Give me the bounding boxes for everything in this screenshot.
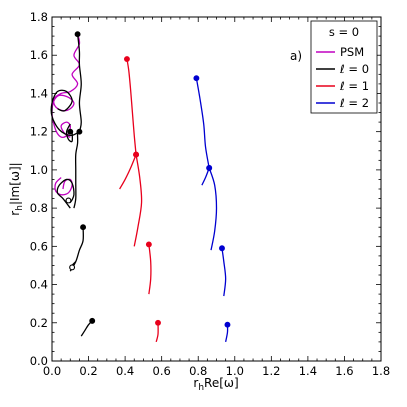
y-tick-label: 0.2 xyxy=(30,316,48,330)
x-tick-label: 0.8 xyxy=(189,364,207,378)
y-tick-labels: 0.0 0.2 0.4 0.6 0.8 1.0 1.2 1.4 1.6 1.8 xyxy=(30,10,48,368)
legend-entries: PSM ℓ = 0 ℓ = 1 ℓ = 2 xyxy=(316,45,369,110)
series-line xyxy=(56,178,75,209)
series-line xyxy=(221,248,227,297)
x-tick-label: 0.4 xyxy=(116,364,134,378)
legend-box xyxy=(310,20,378,114)
x-tick-label: 1.8 xyxy=(372,364,390,378)
legend-label: ℓ = 1 xyxy=(339,79,369,93)
series-line xyxy=(119,154,137,190)
data-point xyxy=(80,224,87,231)
y-tick-label: 0.0 xyxy=(30,354,48,368)
x-tick-label: 1.0 xyxy=(226,364,244,378)
y-axis-label: rh|Im[ω]| xyxy=(8,162,25,215)
x-tick-label: 0.6 xyxy=(153,364,171,378)
y-tick-label: 1.8 xyxy=(30,10,48,24)
x-axis-label: rhRe[ω] xyxy=(193,376,238,393)
y-axis-label-sub: h xyxy=(15,205,25,211)
y-tick-label: 1.2 xyxy=(30,125,48,139)
x-axis-label-post: Re[ω] xyxy=(204,376,239,390)
data-point xyxy=(74,31,81,38)
legend-label: ℓ = 2 xyxy=(339,96,369,110)
y-tick-label: 0.6 xyxy=(30,239,48,253)
y-tick-label: 0.4 xyxy=(30,278,48,292)
data-point xyxy=(206,165,213,171)
data-point xyxy=(145,241,152,248)
data-point xyxy=(133,151,140,158)
open-point xyxy=(65,197,72,204)
series-line xyxy=(208,167,218,251)
series-line xyxy=(126,58,137,155)
y-tick-label: 1.6 xyxy=(30,48,48,62)
x-tick-labels: 0.0 0.2 0.4 0.6 0.8 1.0 1.2 1.4 1.6 1.8 xyxy=(43,364,390,378)
x-tick-label: 1.4 xyxy=(299,364,317,378)
y-axis-label-pre: r xyxy=(8,211,22,216)
series-1 xyxy=(50,31,96,337)
data-point xyxy=(224,321,231,328)
plot-frame xyxy=(51,16,382,362)
legend-title: s = 0 xyxy=(329,25,359,39)
y-tick-label: 0.8 xyxy=(30,201,48,215)
series-line xyxy=(65,123,74,143)
open-point xyxy=(69,264,76,271)
data-point xyxy=(76,128,83,135)
x-axis-label-pre: r xyxy=(193,376,198,390)
x-tick-label: 0.0 xyxy=(43,364,61,378)
y-axis-label-post: |Im[ω]| xyxy=(8,162,22,205)
series-line xyxy=(51,34,81,139)
data-point xyxy=(67,128,74,135)
series-line xyxy=(148,244,152,295)
x-tick-label: 1.2 xyxy=(262,364,280,378)
series-line xyxy=(73,130,80,209)
series-2 xyxy=(119,56,161,343)
x-axis-label-sub: h xyxy=(198,383,204,393)
series-line xyxy=(76,34,82,132)
panel-annotation: a) xyxy=(290,49,302,63)
legend-label: ℓ = 0 xyxy=(339,62,369,76)
y-tick-label: 1.0 xyxy=(30,163,48,177)
series-3 xyxy=(193,75,231,343)
data-point xyxy=(193,75,200,82)
x-tick-label: 0.2 xyxy=(79,364,97,378)
data-point xyxy=(155,319,161,326)
legend: s = 0 PSM ℓ = 0 ℓ = 1 ℓ = 2 xyxy=(310,20,378,114)
x-tick-label: 1.6 xyxy=(335,364,353,378)
series-line xyxy=(133,154,143,247)
data-point xyxy=(123,56,130,62)
series-line xyxy=(69,227,84,272)
plot-area xyxy=(50,31,231,343)
data-point xyxy=(219,245,225,252)
series-line xyxy=(50,89,80,137)
legend-label: PSM xyxy=(340,45,364,59)
series-line xyxy=(195,78,210,169)
data-point xyxy=(89,317,96,324)
y-tick-label: 1.4 xyxy=(30,86,48,100)
